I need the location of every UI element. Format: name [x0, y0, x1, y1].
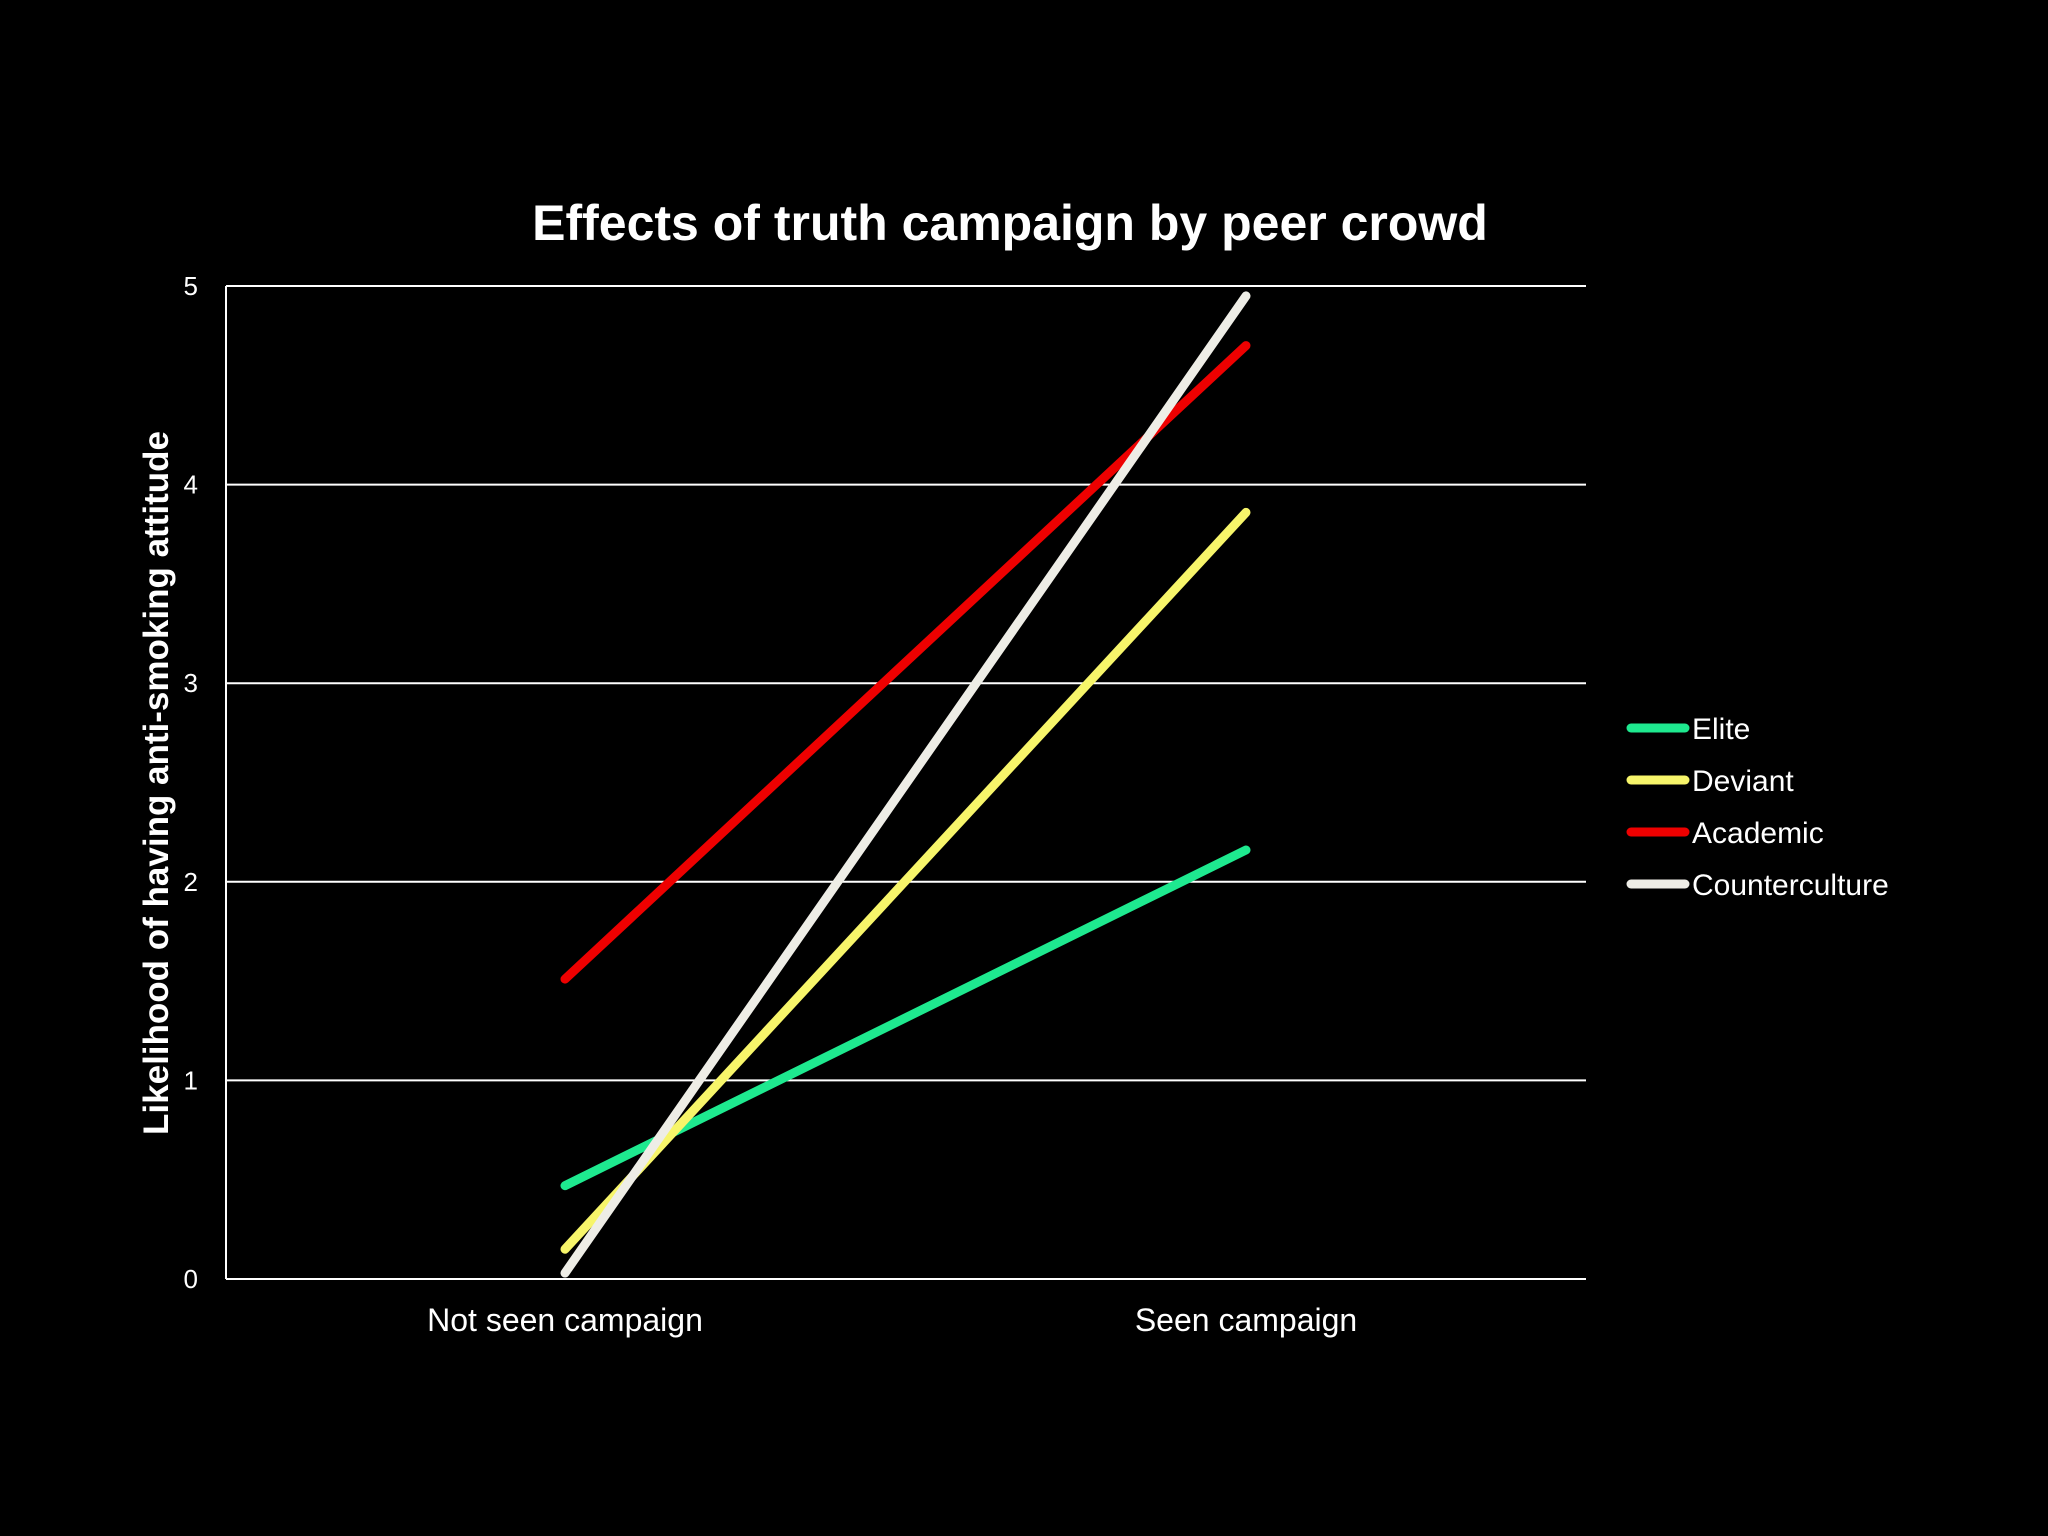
legend-item-deviant: Deviant — [1626, 765, 1794, 798]
y-tick-label: 3 — [184, 668, 198, 698]
legend: Elite Deviant Academic Counterculture — [1626, 713, 1889, 902]
x-tick-label: Not seen campaign — [427, 1302, 703, 1338]
legend-label: Academic — [1692, 817, 1824, 850]
legend-item-academic: Academic — [1626, 817, 1824, 850]
legend-label: Elite — [1692, 713, 1750, 746]
legend-item-counterculture: Counterculture — [1626, 869, 1889, 902]
y-tick-label: 4 — [184, 470, 198, 500]
y-tick-labels: 0 1 2 3 4 5 — [184, 271, 198, 1294]
series-line-deviant — [560, 507, 1251, 1254]
series-lines — [560, 291, 1251, 1278]
x-tick-label: Seen campaign — [1135, 1302, 1357, 1338]
y-axis-label: Likelihood of having anti-smoking attitu… — [137, 431, 176, 1135]
y-tick-label: 2 — [184, 867, 198, 897]
y-tick-label: 5 — [184, 271, 198, 301]
y-tick-label: 1 — [184, 1065, 198, 1095]
chart-title: Effects of truth campaign by peer crowd — [532, 195, 1488, 251]
y-tick-label: 0 — [184, 1264, 198, 1294]
series-line-counterculture — [560, 291, 1251, 1278]
legend-label: Counterculture — [1692, 869, 1889, 902]
x-tick-labels: Not seen campaign Seen campaign — [427, 1302, 1357, 1338]
legend-label: Deviant — [1692, 765, 1794, 798]
legend-item-elite: Elite — [1626, 713, 1750, 746]
